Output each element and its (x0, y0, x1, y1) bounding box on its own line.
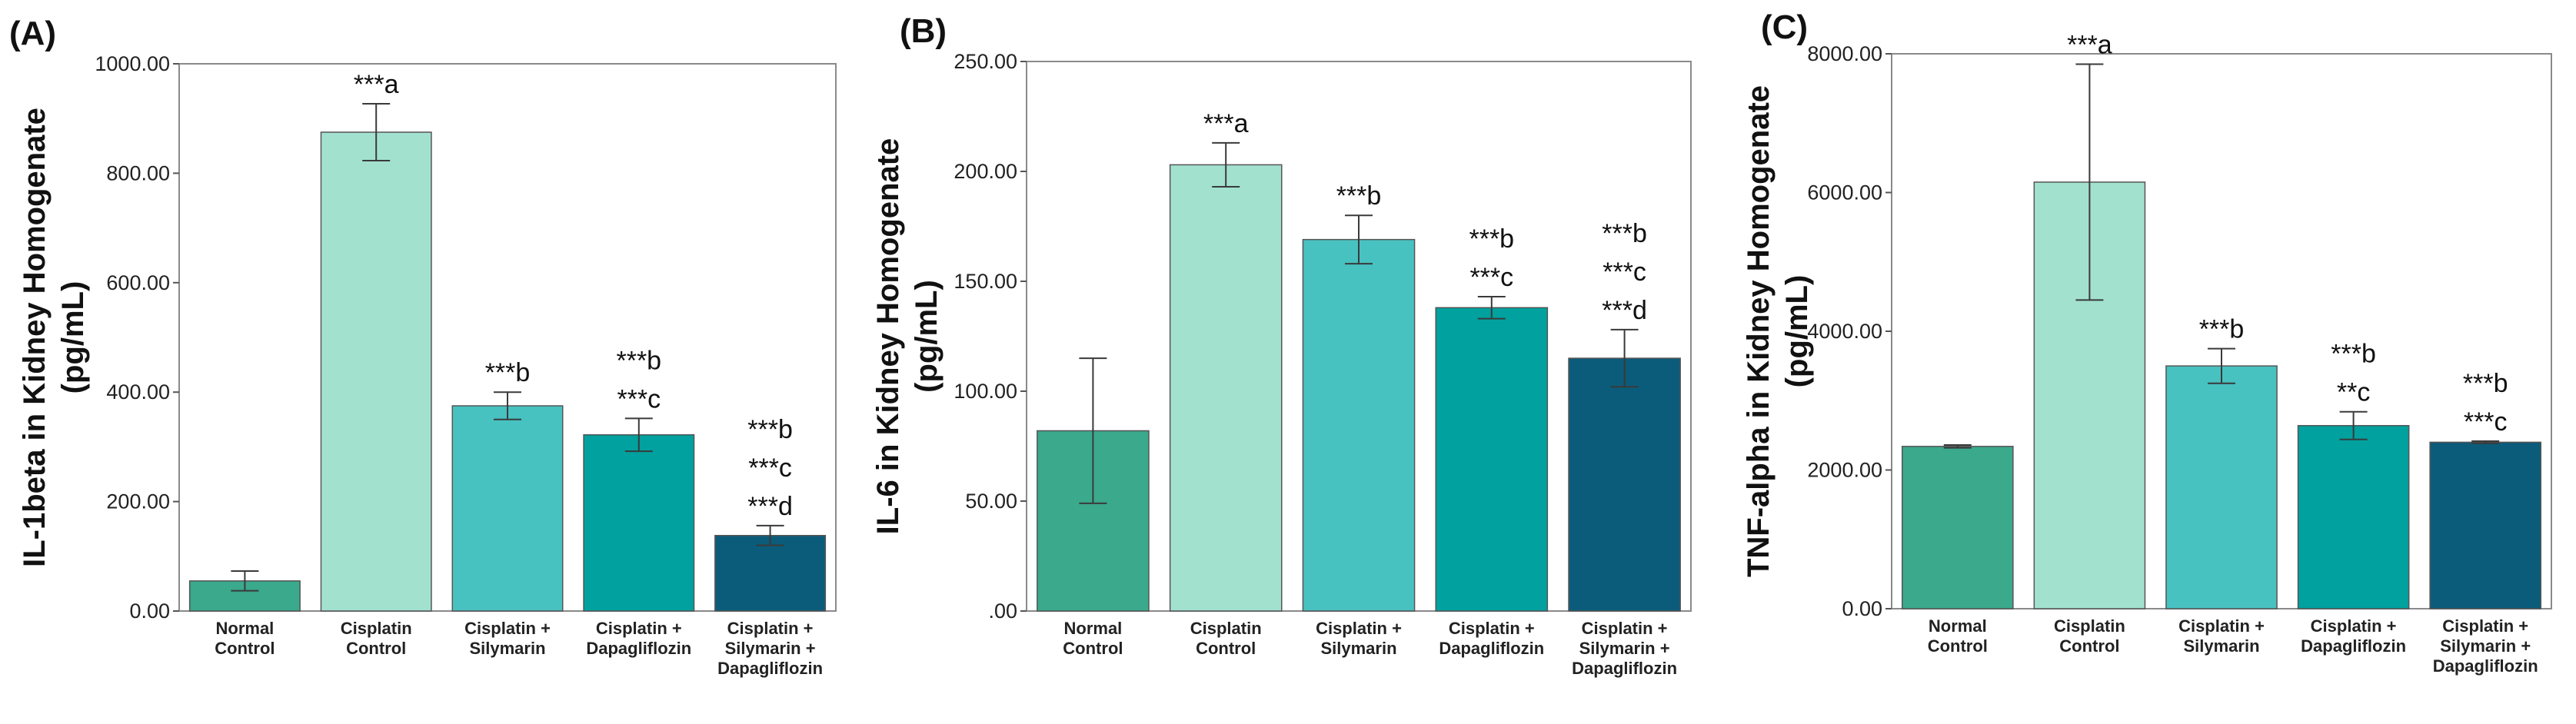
significance-label: ***c (617, 384, 661, 413)
category-label: Dapagliflozin (2433, 656, 2538, 676)
bar (1169, 164, 1283, 612)
bar (583, 433, 695, 612)
significance-label: ***b (1469, 224, 1514, 254)
y-tick-label: .00 (988, 599, 1017, 623)
chart-panel-2: (B) .00 50.00 100.00 150.00 200.00 250.00 IL-6 … (871, 12, 1692, 678)
y-tick-label: 400.00 (106, 380, 170, 404)
panel-label: (C) (1761, 8, 1808, 46)
bar (714, 534, 827, 612)
y-axis-label: (pg/mL) (910, 280, 944, 393)
category-label: Control (215, 639, 275, 658)
y-tick-label: 800.00 (106, 161, 170, 184)
category-label: Normal (1929, 616, 1987, 636)
category-label: Cisplatin + (1582, 619, 1668, 638)
y-tick-label: 200.00 (954, 160, 1017, 183)
significance-label: ***b (2199, 315, 2245, 344)
panel-label: (B) (900, 12, 947, 50)
y-axis-label: IL-1beta in Kidney Homogenate (18, 108, 52, 567)
significance-label: ***d (747, 492, 793, 521)
y-tick-label: 100.00 (954, 380, 1017, 403)
significance-label: ***b (2463, 369, 2508, 398)
significance-label: ***a (2067, 31, 2112, 60)
category-label: Control (346, 639, 406, 658)
y-axis-label: TNF-alpha in Kidney Homogenate (1742, 85, 1776, 577)
significance-label: ***d (1602, 296, 1647, 325)
category-label: Silymarin (469, 639, 545, 658)
category-label: Cisplatin + (2178, 616, 2265, 636)
y-tick-label: 150.00 (954, 270, 1017, 293)
category-label: Dapagliflozin (717, 659, 823, 678)
y-tick-label: 0.00 (1842, 597, 1882, 620)
chart-panel-3: (C) 0.00 2000.00 4000.00 6000.00 8000.00 TNF-a… (1742, 8, 2552, 676)
category-label: Silymarin + (725, 639, 816, 658)
significance-label: ***c (1469, 263, 1513, 292)
category-label: Cisplatin + (1449, 619, 1535, 638)
y-axis-label: IL-6 in Kidney Homogenate (871, 138, 905, 535)
y-tick-label: 1000.00 (95, 52, 170, 75)
significance-label: ***b (2331, 340, 2376, 369)
significance-label: ***c (1603, 257, 1646, 287)
significance-label: ***b (485, 358, 531, 387)
category-label: Dapagliflozin (1439, 639, 1544, 658)
significance-label: ***c (748, 453, 792, 483)
category-label: Silymarin (1320, 639, 1396, 658)
significance-label: ***a (1203, 109, 1249, 138)
category-label: Cisplatin + (2442, 616, 2528, 636)
category-label: Control (2059, 636, 2119, 656)
bar (2165, 365, 2278, 609)
category-label: Control (1928, 636, 1988, 656)
category-label: Cisplatin + (596, 619, 682, 638)
y-tick-label: 6000.00 (1807, 181, 1882, 204)
y-tick-label: 2000.00 (1807, 459, 1882, 482)
chart-panel-1: (A) 0.00 200.00 400.00 600.00 800.00 1000.00 IL… (9, 15, 837, 678)
bar (1435, 307, 1549, 612)
category-label: Control (1196, 639, 1256, 658)
category-label: Cisplatin (2054, 616, 2125, 636)
y-axis-label: (pg/mL) (56, 281, 90, 394)
bar (2429, 441, 2542, 609)
significance-label: ***c (2464, 407, 2508, 437)
category-label: Cisplatin (341, 619, 412, 638)
y-tick-label: 250.00 (954, 50, 1017, 73)
category-label: Silymarin + (1579, 639, 1670, 658)
category-label: Dapagliflozin (586, 639, 691, 658)
category-label: Normal (1064, 619, 1123, 638)
significance-label: ***b (616, 346, 661, 375)
category-label: Dapagliflozin (1572, 659, 1677, 678)
category-label: Cisplatin + (727, 619, 814, 638)
category-label: Control (1063, 639, 1123, 658)
bar (1901, 446, 2014, 609)
panel-label: (A) (9, 15, 56, 52)
category-label: Normal (216, 619, 275, 638)
category-label: Cisplatin (1190, 619, 1262, 638)
category-label: Silymarin + (2440, 636, 2531, 656)
bar (320, 131, 432, 612)
bar (1568, 357, 1681, 612)
significance-label: ***b (1336, 181, 1382, 211)
category-label: Cisplatin + (2311, 616, 2397, 636)
y-tick-label: 50.00 (965, 490, 1017, 513)
bar (451, 405, 564, 612)
category-label: Cisplatin + (464, 619, 551, 638)
y-tick-label: 200.00 (106, 490, 170, 513)
y-tick-label: 4000.00 (1807, 320, 1882, 343)
significance-label: ***a (354, 70, 399, 99)
bar (1302, 238, 1416, 612)
significance-label: ***b (1602, 219, 1647, 248)
bar (2297, 424, 2410, 609)
significance-label: **c (2337, 378, 2370, 407)
category-label: Cisplatin + (1316, 619, 1402, 638)
significance-label: ***b (747, 415, 793, 444)
y-tick-label: 600.00 (106, 271, 170, 294)
y-tick-label: 0.00 (129, 599, 170, 623)
y-axis-label: (pg/mL) (1780, 275, 1814, 388)
category-label: Silymarin (2183, 636, 2259, 656)
y-tick-label: 8000.00 (1807, 42, 1882, 65)
category-label: Dapagliflozin (2301, 636, 2406, 656)
